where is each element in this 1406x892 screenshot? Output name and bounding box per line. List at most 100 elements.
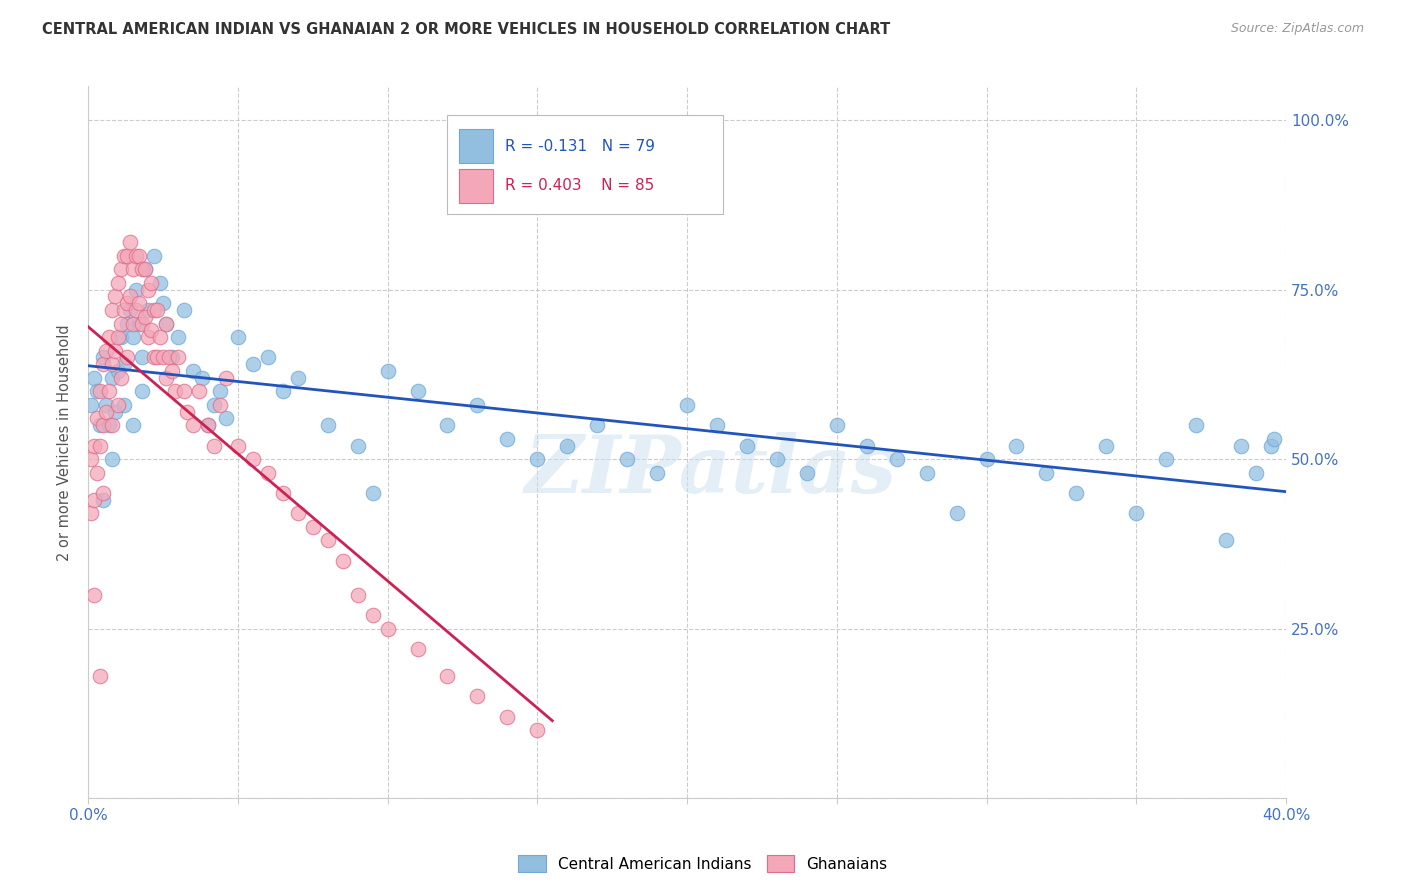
Ghanaians [176,405,198,419]
Central American Indians [616,452,638,467]
Central American Indians [1035,466,1057,480]
Ghanaians [83,588,105,602]
Ghanaians [157,351,180,365]
Ghanaians [152,351,174,365]
Central American Indians [915,466,938,480]
Ghanaians [94,343,117,358]
Text: R = 0.403    N = 85: R = 0.403 N = 85 [505,178,654,194]
Ghanaians [149,330,172,344]
Ghanaians [160,364,183,378]
Ghanaians [136,283,159,297]
Central American Indians [101,371,124,385]
Central American Indians [855,439,877,453]
Text: R = -0.131   N = 79: R = -0.131 N = 79 [505,138,655,153]
Ghanaians [332,554,354,568]
Central American Indians [80,398,103,412]
Ghanaians [122,262,145,277]
Ghanaians [120,235,142,250]
Ghanaians [146,351,169,365]
Central American Indians [1185,418,1208,433]
Central American Indians [136,303,159,318]
Ghanaians [467,690,489,704]
Ghanaians [146,303,169,318]
Central American Indians [215,411,238,425]
Central American Indians [131,351,153,365]
Central American Indians [112,398,135,412]
Central American Indians [149,276,172,290]
Ghanaians [163,384,186,399]
Central American Indians [112,357,135,371]
Central American Indians [152,296,174,310]
Central American Indians [101,452,124,467]
Ghanaians [101,357,124,371]
Ghanaians [110,262,132,277]
Text: ZIPatlas: ZIPatlas [524,432,897,509]
Central American Indians [1263,432,1285,446]
Ghanaians [377,622,399,636]
Central American Indians [242,357,264,371]
Y-axis label: 2 or more Vehicles in Household: 2 or more Vehicles in Household [58,324,72,560]
Ghanaians [436,669,458,683]
Ghanaians [197,418,219,433]
Central American Indians [143,249,166,263]
Central American Indians [91,492,114,507]
Ghanaians [91,357,114,371]
Central American Indians [706,418,728,433]
Ghanaians [104,343,127,358]
Ghanaians [173,384,195,399]
Central American Indians [976,452,998,467]
Ghanaians [107,398,129,412]
Central American Indians [496,432,519,446]
Central American Indians [104,405,127,419]
Ghanaians [107,330,129,344]
Central American Indians [555,439,578,453]
Central American Indians [1260,439,1282,453]
Ghanaians [89,384,111,399]
Central American Indians [155,317,177,331]
Central American Indians [1215,533,1237,548]
Ghanaians [80,452,103,467]
Central American Indians [346,439,368,453]
FancyBboxPatch shape [447,115,723,214]
Central American Indians [1095,439,1118,453]
Central American Indians [125,283,148,297]
Ghanaians [181,418,204,433]
Central American Indians [191,371,214,385]
Central American Indians [202,398,225,412]
Ghanaians [271,486,294,500]
Ghanaians [226,439,249,453]
Ghanaians [188,384,211,399]
Central American Indians [122,418,145,433]
Ghanaians [83,439,105,453]
Central American Indians [160,351,183,365]
Central American Indians [316,418,339,433]
Central American Indians [115,317,138,331]
Central American Indians [131,384,153,399]
Central American Indians [89,418,111,433]
Ghanaians [155,317,177,331]
Central American Indians [287,371,309,385]
Central American Indians [110,330,132,344]
Central American Indians [208,384,231,399]
Ghanaians [128,249,150,263]
Ghanaians [112,249,135,263]
Central American Indians [86,384,108,399]
Central American Indians [645,466,668,480]
Central American Indians [91,351,114,365]
Central American Indians [98,418,121,433]
Ghanaians [139,323,162,337]
Ghanaians [128,296,150,310]
FancyBboxPatch shape [460,129,494,163]
Ghanaians [167,351,190,365]
Text: CENTRAL AMERICAN INDIAN VS GHANAIAN 2 OR MORE VEHICLES IN HOUSEHOLD CORRELATION : CENTRAL AMERICAN INDIAN VS GHANAIAN 2 OR… [42,22,890,37]
Ghanaians [131,317,153,331]
Ghanaians [346,588,368,602]
Ghanaians [125,303,148,318]
Central American Indians [256,351,278,365]
Central American Indians [83,371,105,385]
Ghanaians [115,296,138,310]
Central American Indians [173,303,195,318]
Ghanaians [496,710,519,724]
Central American Indians [134,262,156,277]
Central American Indians [586,418,609,433]
